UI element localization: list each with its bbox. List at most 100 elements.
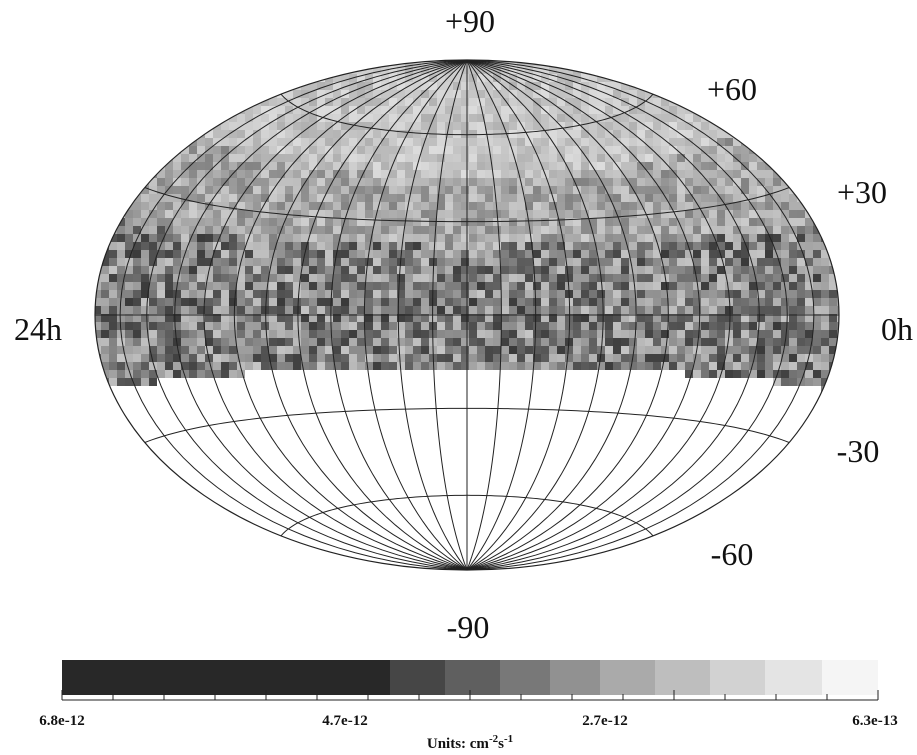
sky-pixel: [349, 82, 357, 90]
sky-pixel: [95, 106, 101, 114]
sky-pixel: [173, 178, 181, 186]
sky-pixel: [109, 138, 117, 146]
sky-pixel: [133, 330, 141, 338]
sky-pixel: [685, 194, 693, 202]
sky-pixel: [717, 298, 725, 306]
sky-pixel: [501, 362, 509, 370]
sky-pixel: [781, 154, 789, 162]
sky-pixel: [133, 306, 141, 314]
sky-pixel: [469, 298, 477, 306]
sky-pixel: [613, 186, 621, 194]
sky-pixel: [221, 282, 229, 290]
sky-pixel: [325, 330, 333, 338]
sky-pixel: [245, 202, 253, 210]
sky-pixel: [357, 162, 365, 170]
sky-pixel: [349, 170, 357, 178]
sky-pixel: [749, 138, 757, 146]
sky-pixel: [669, 202, 677, 210]
sky-pixel: [229, 314, 237, 322]
sky-pixel: [517, 170, 525, 178]
sky-pixel: [837, 562, 839, 570]
sky-pixel: [437, 106, 445, 114]
sky-pixel: [493, 218, 501, 226]
sky-pixel: [381, 210, 389, 218]
sky-pixel: [573, 322, 581, 330]
sky-pixel: [109, 218, 117, 226]
sky-pixel: [429, 66, 437, 74]
sky-pixel: [493, 338, 501, 346]
sky-pixel: [821, 170, 829, 178]
sky-pixel: [421, 210, 429, 218]
sky-pixel: [613, 194, 621, 202]
sky-pixel: [661, 226, 669, 234]
sky-pixel: [221, 266, 229, 274]
sky-pixel: [533, 186, 541, 194]
sky-pixel: [293, 106, 301, 114]
sky-pixel: [789, 218, 797, 226]
sky-pixel: [309, 138, 317, 146]
sky-pixel: [749, 218, 757, 226]
sky-pixel: [485, 194, 493, 202]
sky-pixel: [245, 60, 253, 66]
sky-pixel: [205, 346, 213, 354]
sky-pixel: [525, 98, 533, 106]
sky-pixel: [477, 354, 485, 362]
sky-pixel: [629, 154, 637, 162]
sky-pixel: [821, 298, 829, 306]
sky-pixel: [205, 226, 213, 234]
sky-pixel: [461, 338, 469, 346]
sky-pixel: [141, 82, 149, 90]
sky-pixel: [485, 66, 493, 74]
sky-pixel: [405, 170, 413, 178]
sky-pixel: [765, 226, 773, 234]
sky-pixel: [605, 354, 613, 362]
sky-pixel: [781, 346, 789, 354]
sky-pixel: [629, 162, 637, 170]
sky-pixel: [821, 74, 829, 82]
sky-pixel: [205, 98, 213, 106]
sky-pixel: [509, 218, 517, 226]
sky-pixel: [437, 90, 445, 98]
sky-pixel: [405, 114, 413, 122]
sky-pixel: [165, 274, 173, 282]
sky-pixel: [797, 82, 805, 90]
sky-pixel: [749, 210, 757, 218]
sky-pixel: [333, 154, 341, 162]
sky-pixel: [477, 258, 485, 266]
sky-pixel: [325, 130, 333, 138]
sky-pixel: [581, 306, 589, 314]
sky-pixel: [285, 162, 293, 170]
sky-pixel: [773, 266, 781, 274]
sky-pixel: [109, 250, 117, 258]
sky-pixel: [533, 106, 541, 114]
sky-pixel: [661, 74, 669, 82]
sky-pixel: [421, 114, 429, 122]
sky-pixel: [477, 106, 485, 114]
sky-pixel: [229, 250, 237, 258]
sky-pixel: [101, 98, 109, 106]
sky-pixel: [613, 82, 621, 90]
sky-pixel: [757, 178, 765, 186]
sky-pixel: [333, 90, 341, 98]
sky-pixel: [653, 162, 661, 170]
sky-pixel: [725, 122, 733, 130]
sky-pixel: [213, 354, 221, 362]
sky-pixel: [829, 570, 837, 578]
sky-pixel: [317, 234, 325, 242]
sky-pixel: [165, 226, 173, 234]
sky-pixel: [301, 290, 309, 298]
sky-pixel: [597, 170, 605, 178]
map-outline: [94, 59, 840, 571]
sky-pixel: [621, 138, 629, 146]
sky-pixel: [365, 114, 373, 122]
sky-pixel: [333, 226, 341, 234]
sky-pixel: [653, 258, 661, 266]
sky-pixel: [373, 234, 381, 242]
sky-pixel: [797, 322, 805, 330]
sky-pixel: [117, 106, 125, 114]
sky-pixel: [549, 282, 557, 290]
sky-pixel: [253, 82, 261, 90]
sky-pixel: [517, 146, 525, 154]
sky-pixel: [597, 226, 605, 234]
sky-pixel: [485, 242, 493, 250]
